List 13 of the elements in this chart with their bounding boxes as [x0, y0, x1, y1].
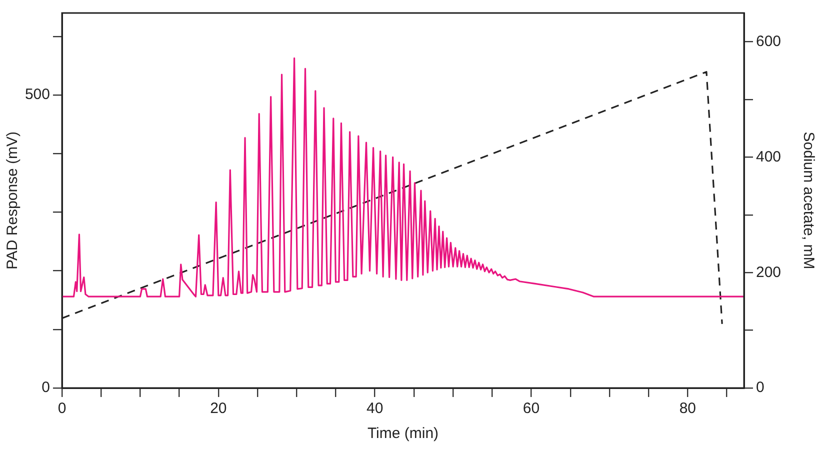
- y2-axis-title: Sodium acetate, mM: [800, 132, 817, 270]
- x-tick-label: 80: [679, 400, 696, 418]
- y2-tick-label: 200: [756, 264, 782, 281]
- x-axis-title: Time (min): [367, 425, 439, 442]
- y2-tick-label: 400: [756, 148, 782, 166]
- y2-tick-label: 0: [756, 379, 764, 396]
- x-tick-label: 40: [366, 400, 384, 418]
- y-axis-title: PAD Response (mV): [4, 131, 22, 270]
- y2-tick-label: 600: [756, 32, 782, 50]
- x-tick-label: 60: [522, 400, 540, 418]
- y-tick-label: 500: [24, 86, 50, 104]
- x-tick-label: 20: [210, 400, 227, 418]
- x-tick-label: 0: [58, 400, 66, 418]
